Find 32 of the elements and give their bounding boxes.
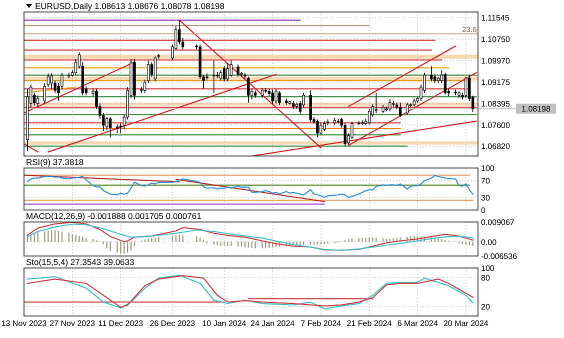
x-tick-label: 7 Feb 2024 <box>300 319 342 328</box>
y-tick-label: 1.07600 <box>481 120 510 130</box>
y-tick-label: 0.00 <box>481 238 498 247</box>
y-tick-label: 1.11545 <box>481 14 510 23</box>
x-tick-label: 10 Jan 2024 <box>202 319 247 328</box>
y-tick-label: 30 <box>481 193 490 202</box>
y-tick-label: 80 <box>481 274 490 283</box>
x-tick-label: 6 Mar 2024 <box>397 319 438 328</box>
ref-line-label: 1.08198 <box>522 104 552 114</box>
y-tick-label: 100 <box>481 264 495 273</box>
y-tick-label: 1.09970 <box>481 56 510 66</box>
y-tick-label: 0.009067 <box>481 218 515 227</box>
y-tick-label: 0 <box>481 206 486 215</box>
y-tick-label: -0.006536 <box>481 252 518 261</box>
y-tick-label: 1.06820 <box>481 142 510 152</box>
y-tick-label: 20 <box>481 302 490 312</box>
y-tick-label: 1.10750 <box>481 35 510 44</box>
y-tick-label: 1.08395 <box>481 99 510 108</box>
y-tick-label: 100 <box>481 164 495 173</box>
chart-title: Sto(15,5,4) 27.3543 39.0633 <box>26 257 134 267</box>
chart-title: EURUSD,Daily 1.08613 1.08676 1.08078 1.08198 <box>35 1 225 11</box>
x-tick-label: 20 Mar 2024 <box>443 319 489 328</box>
x-tick-label: 24 Jan 2024 <box>250 319 296 328</box>
chart-title: RSI(9) 37.3818 <box>26 157 84 167</box>
x-tick-label: 26 Dec 2023 <box>150 319 196 328</box>
x-tick-label: 13 Nov 2023 <box>1 319 48 328</box>
y-tick-label: 70 <box>481 176 490 186</box>
x-tick-label: 27 Nov 2023 <box>50 319 96 328</box>
y-tick-label: 1.09175 <box>481 78 510 88</box>
x-tick-label: 21 Feb 2024 <box>346 319 392 328</box>
x-tick-label: 11 Dec 2023 <box>98 319 144 328</box>
chart-title: MACD(12,26,9) -0.001888 0.001705 0.000761 <box>26 211 202 221</box>
